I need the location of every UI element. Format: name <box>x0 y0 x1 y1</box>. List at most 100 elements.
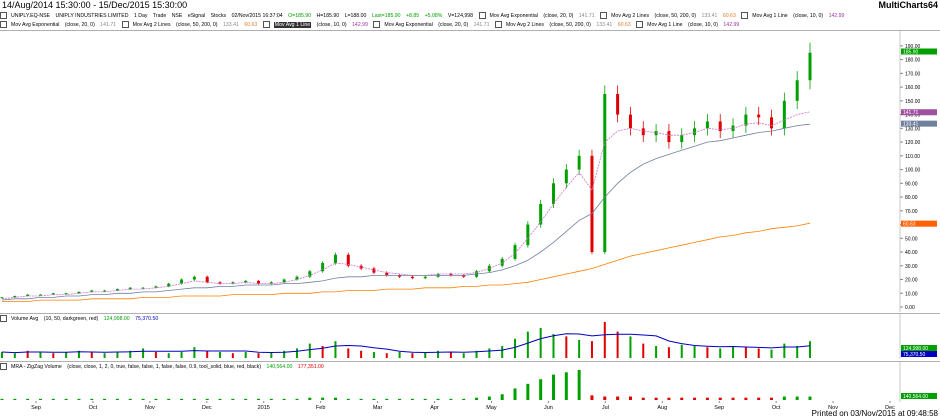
candle-body <box>423 276 427 279</box>
candle-body <box>718 121 722 132</box>
volume-bar <box>424 352 427 358</box>
ma200-tag-bg <box>901 220 937 227</box>
candle-body <box>192 276 196 280</box>
time-tick-label: Dec <box>202 405 212 410</box>
feed: eSignal <box>187 13 206 19</box>
candle-body <box>500 258 504 266</box>
candle-body <box>141 287 145 289</box>
volume-bar <box>52 353 55 358</box>
candle-body <box>616 93 620 115</box>
price-pane[interactable]: 190.00 180.00 170.00 160.00 150.00 140.00 130.… <box>0 30 940 312</box>
study-value: 133.41 <box>701 13 718 19</box>
study-name: Mov Avg 2 Lines <box>611 13 650 19</box>
volume-bar <box>437 350 440 358</box>
study-params: (close, close, 1, 2, 0, true, false, fal… <box>67 364 261 370</box>
volume-bar <box>501 346 504 358</box>
price-tick-label: 160.00 <box>905 85 921 91</box>
candle-body <box>795 80 799 101</box>
price-tick-label: 70.00 <box>905 209 918 215</box>
volume-bar <box>360 350 363 358</box>
price-tick-label: 30.00 <box>905 264 918 270</box>
candle-body <box>103 290 107 292</box>
volume-bar <box>642 343 645 358</box>
zigzag-bar <box>539 379 543 400</box>
last-price-tag-bg <box>901 48 937 55</box>
volume-bar <box>680 344 683 358</box>
volume-pane[interactable]: Volume Avg (10, 50, darkgreen, red) 124,… <box>0 313 940 359</box>
volume-bar <box>667 347 670 358</box>
zigzag-bar <box>667 397 671 400</box>
study-checkbox[interactable] <box>0 315 7 323</box>
study-checkbox[interactable] <box>494 21 502 29</box>
study-checkbox[interactable] <box>373 21 381 29</box>
volume-bar <box>103 353 106 358</box>
volume-bar <box>257 353 260 358</box>
price-tick-label: 150.00 <box>905 99 921 105</box>
volume-bar <box>411 353 414 358</box>
zigzag-bar <box>51 398 55 400</box>
zigzag-bar <box>128 398 132 400</box>
volume-bar <box>744 347 747 358</box>
zigzag-bar <box>359 398 363 400</box>
candle-body <box>372 268 376 273</box>
study-value: 142.99 <box>352 22 368 28</box>
zigzag-pane[interactable]: MRA - ZigZag Volume (close, close, 1, 2,… <box>0 361 940 402</box>
study-name: Mov Avg 1 Line <box>752 13 788 19</box>
zigzag-bar <box>154 398 158 400</box>
volume-bar <box>283 350 286 358</box>
price-chart[interactable]: 190.00 180.00 170.00 160.00 150.00 140.00 130.… <box>0 31 940 312</box>
candle-body <box>180 279 184 284</box>
study-value: 177,351.00 <box>297 364 324 370</box>
volume-bar <box>90 352 93 358</box>
candle-body <box>680 135 684 143</box>
zigzag-chart[interactable]: 140,564.00 <box>0 362 940 402</box>
study-name: Mov Avg 2 Lines <box>132 22 171 28</box>
volume-bar <box>770 349 773 358</box>
study-checkbox[interactable] <box>741 12 749 20</box>
price-tick-label: 20.00 <box>905 278 918 284</box>
study-value: 133.41 <box>223 22 239 28</box>
candle-body <box>218 282 222 284</box>
time-tick-label: May <box>486 405 497 410</box>
zigzag-bar <box>628 396 632 400</box>
zigzag-bar <box>180 398 184 400</box>
ema-line <box>1 111 811 300</box>
volume-bar <box>398 352 401 358</box>
zigzag-bar <box>282 398 286 400</box>
candle-body <box>641 128 645 136</box>
candle-body <box>462 275 466 277</box>
zigzag-bar <box>244 398 248 400</box>
candle-body <box>513 245 517 259</box>
candle-body <box>295 276 299 280</box>
study-checkbox[interactable] <box>121 21 129 29</box>
volume-bar <box>488 348 491 358</box>
candle-body <box>590 155 594 253</box>
candle-body <box>269 282 273 284</box>
time-tick-label: Oct <box>89 405 98 410</box>
study-checkbox[interactable] <box>636 21 644 29</box>
study-checkbox[interactable] <box>600 12 608 20</box>
candle-body <box>51 293 55 295</box>
study-checkbox[interactable] <box>262 21 270 29</box>
volume-bar <box>449 352 452 358</box>
study-checkbox[interactable] <box>0 363 7 371</box>
study-checkbox[interactable] <box>0 21 7 29</box>
study-value: 142.99 <box>828 13 845 19</box>
zigzag-bar <box>90 398 94 400</box>
zigzag-bar <box>641 397 645 400</box>
low-value: L=188.00 <box>344 13 367 19</box>
volume-bar <box>539 328 542 358</box>
candle-body <box>744 114 748 126</box>
volume-bar <box>154 352 157 358</box>
zigzag-bar <box>308 397 312 400</box>
study-value: 133.41 <box>596 22 613 28</box>
zigzag-bar <box>167 398 171 400</box>
candle-body <box>346 254 350 266</box>
zigzag-bar <box>141 398 145 400</box>
legend-checkbox[interactable] <box>0 12 7 20</box>
volume-bar <box>732 346 735 358</box>
zigzag-legend: MRA - ZigZag Volume (close, close, 1, 2,… <box>0 363 328 371</box>
study-checkbox[interactable] <box>478 12 486 20</box>
zigzag-bar <box>513 388 517 400</box>
